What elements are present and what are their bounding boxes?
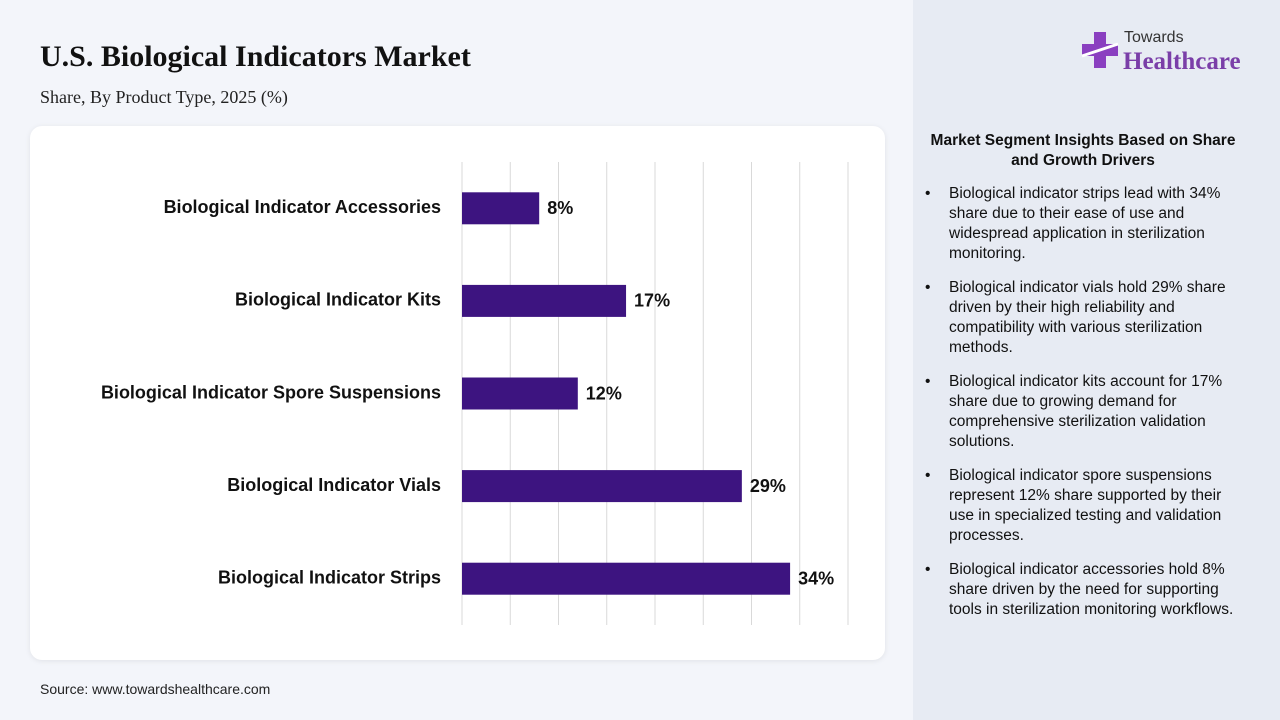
value-label: 17% bbox=[634, 291, 670, 311]
category-label: Biological Indicator Kits bbox=[235, 290, 441, 310]
value-label: 34% bbox=[798, 568, 834, 588]
chart-title: U.S. Biological Indicators Market bbox=[40, 40, 471, 73]
insight-item: Biological indicator spore suspensions r… bbox=[925, 466, 1245, 546]
logo-text: Towards bbox=[1124, 29, 1184, 46]
bar bbox=[462, 470, 742, 503]
value-label: 29% bbox=[750, 476, 786, 496]
insight-item: Biological indicator strips lead with 34… bbox=[925, 184, 1245, 264]
bar bbox=[462, 562, 791, 595]
category-label: Biological Indicator Spore Suspensions bbox=[101, 382, 441, 402]
insight-item: Biological indicator accessories hold 8%… bbox=[925, 560, 1245, 620]
chart-subtitle: Share, By Product Type, 2025 (%) bbox=[40, 87, 288, 107]
bar bbox=[462, 192, 540, 225]
value-label: 12% bbox=[586, 383, 622, 403]
insight-item: Biological indicator vials hold 29% shar… bbox=[925, 278, 1245, 358]
logo-icon bbox=[1081, 32, 1119, 68]
value-label: 8% bbox=[547, 198, 573, 218]
chart: Biological Indicator Accessories 8% Biolog… bbox=[101, 162, 849, 625]
insights-heading: Market Segment Insights Based on Share a… bbox=[930, 132, 1236, 169]
logo-text: Healthcare bbox=[1123, 48, 1241, 75]
category-label: Biological Indicator Vials bbox=[227, 475, 441, 495]
category-label: Biological Indicator Strips bbox=[218, 567, 441, 587]
bar bbox=[462, 284, 627, 317]
source: Source: www.towardshealthcare.com bbox=[40, 681, 271, 697]
insight-item: Biological indicator kits account for 17… bbox=[925, 372, 1245, 452]
insights-list: Biological indicator strips lead with 34… bbox=[925, 184, 1245, 634]
category-label: Biological Indicator Accessories bbox=[164, 197, 441, 217]
bar bbox=[462, 377, 578, 410]
